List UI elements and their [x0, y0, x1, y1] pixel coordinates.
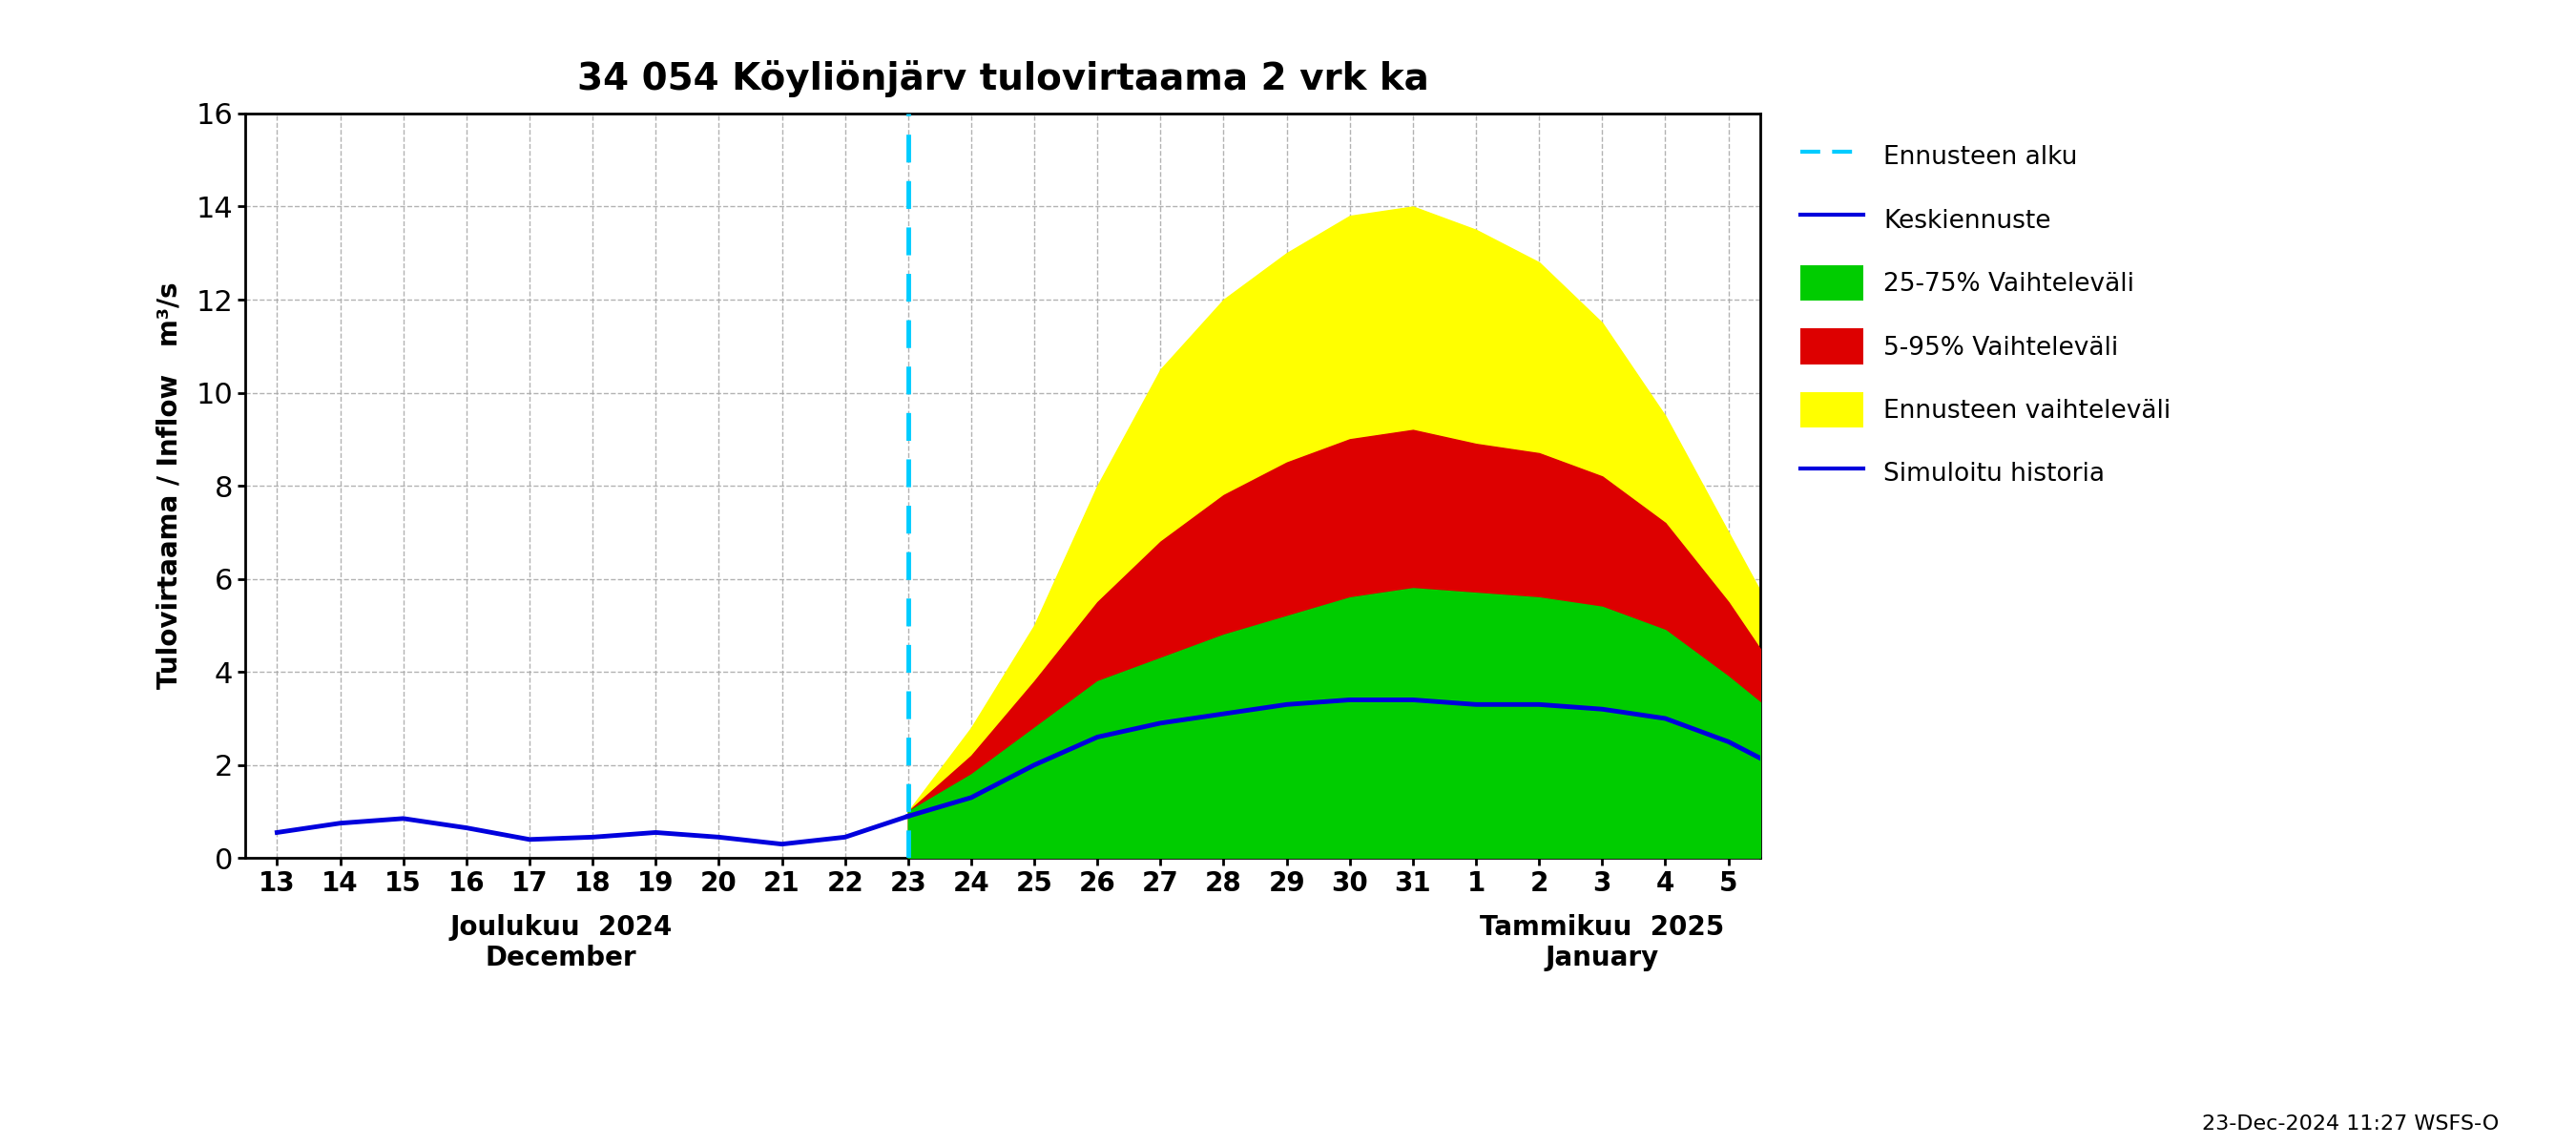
Y-axis label: Tulovirtaama / Inflow   m³/s: Tulovirtaama / Inflow m³/s	[157, 282, 183, 689]
Title: 34 054 Köyliönjärv tulovirtaama 2 vrk ka: 34 054 Köyliönjärv tulovirtaama 2 vrk ka	[577, 60, 1430, 97]
Text: Joulukuu  2024
December: Joulukuu 2024 December	[451, 914, 672, 972]
Text: Tammikuu  2025
January: Tammikuu 2025 January	[1481, 914, 1723, 972]
Legend: Ennusteen alku, Keskiennuste, 25-75% Vaihteleväli, 5-95% Vaihteleväli, Ennusteen: Ennusteen alku, Keskiennuste, 25-75% Vai…	[1788, 126, 2184, 504]
Text: 23-Dec-2024 11:27 WSFS-O: 23-Dec-2024 11:27 WSFS-O	[2202, 1114, 2499, 1134]
